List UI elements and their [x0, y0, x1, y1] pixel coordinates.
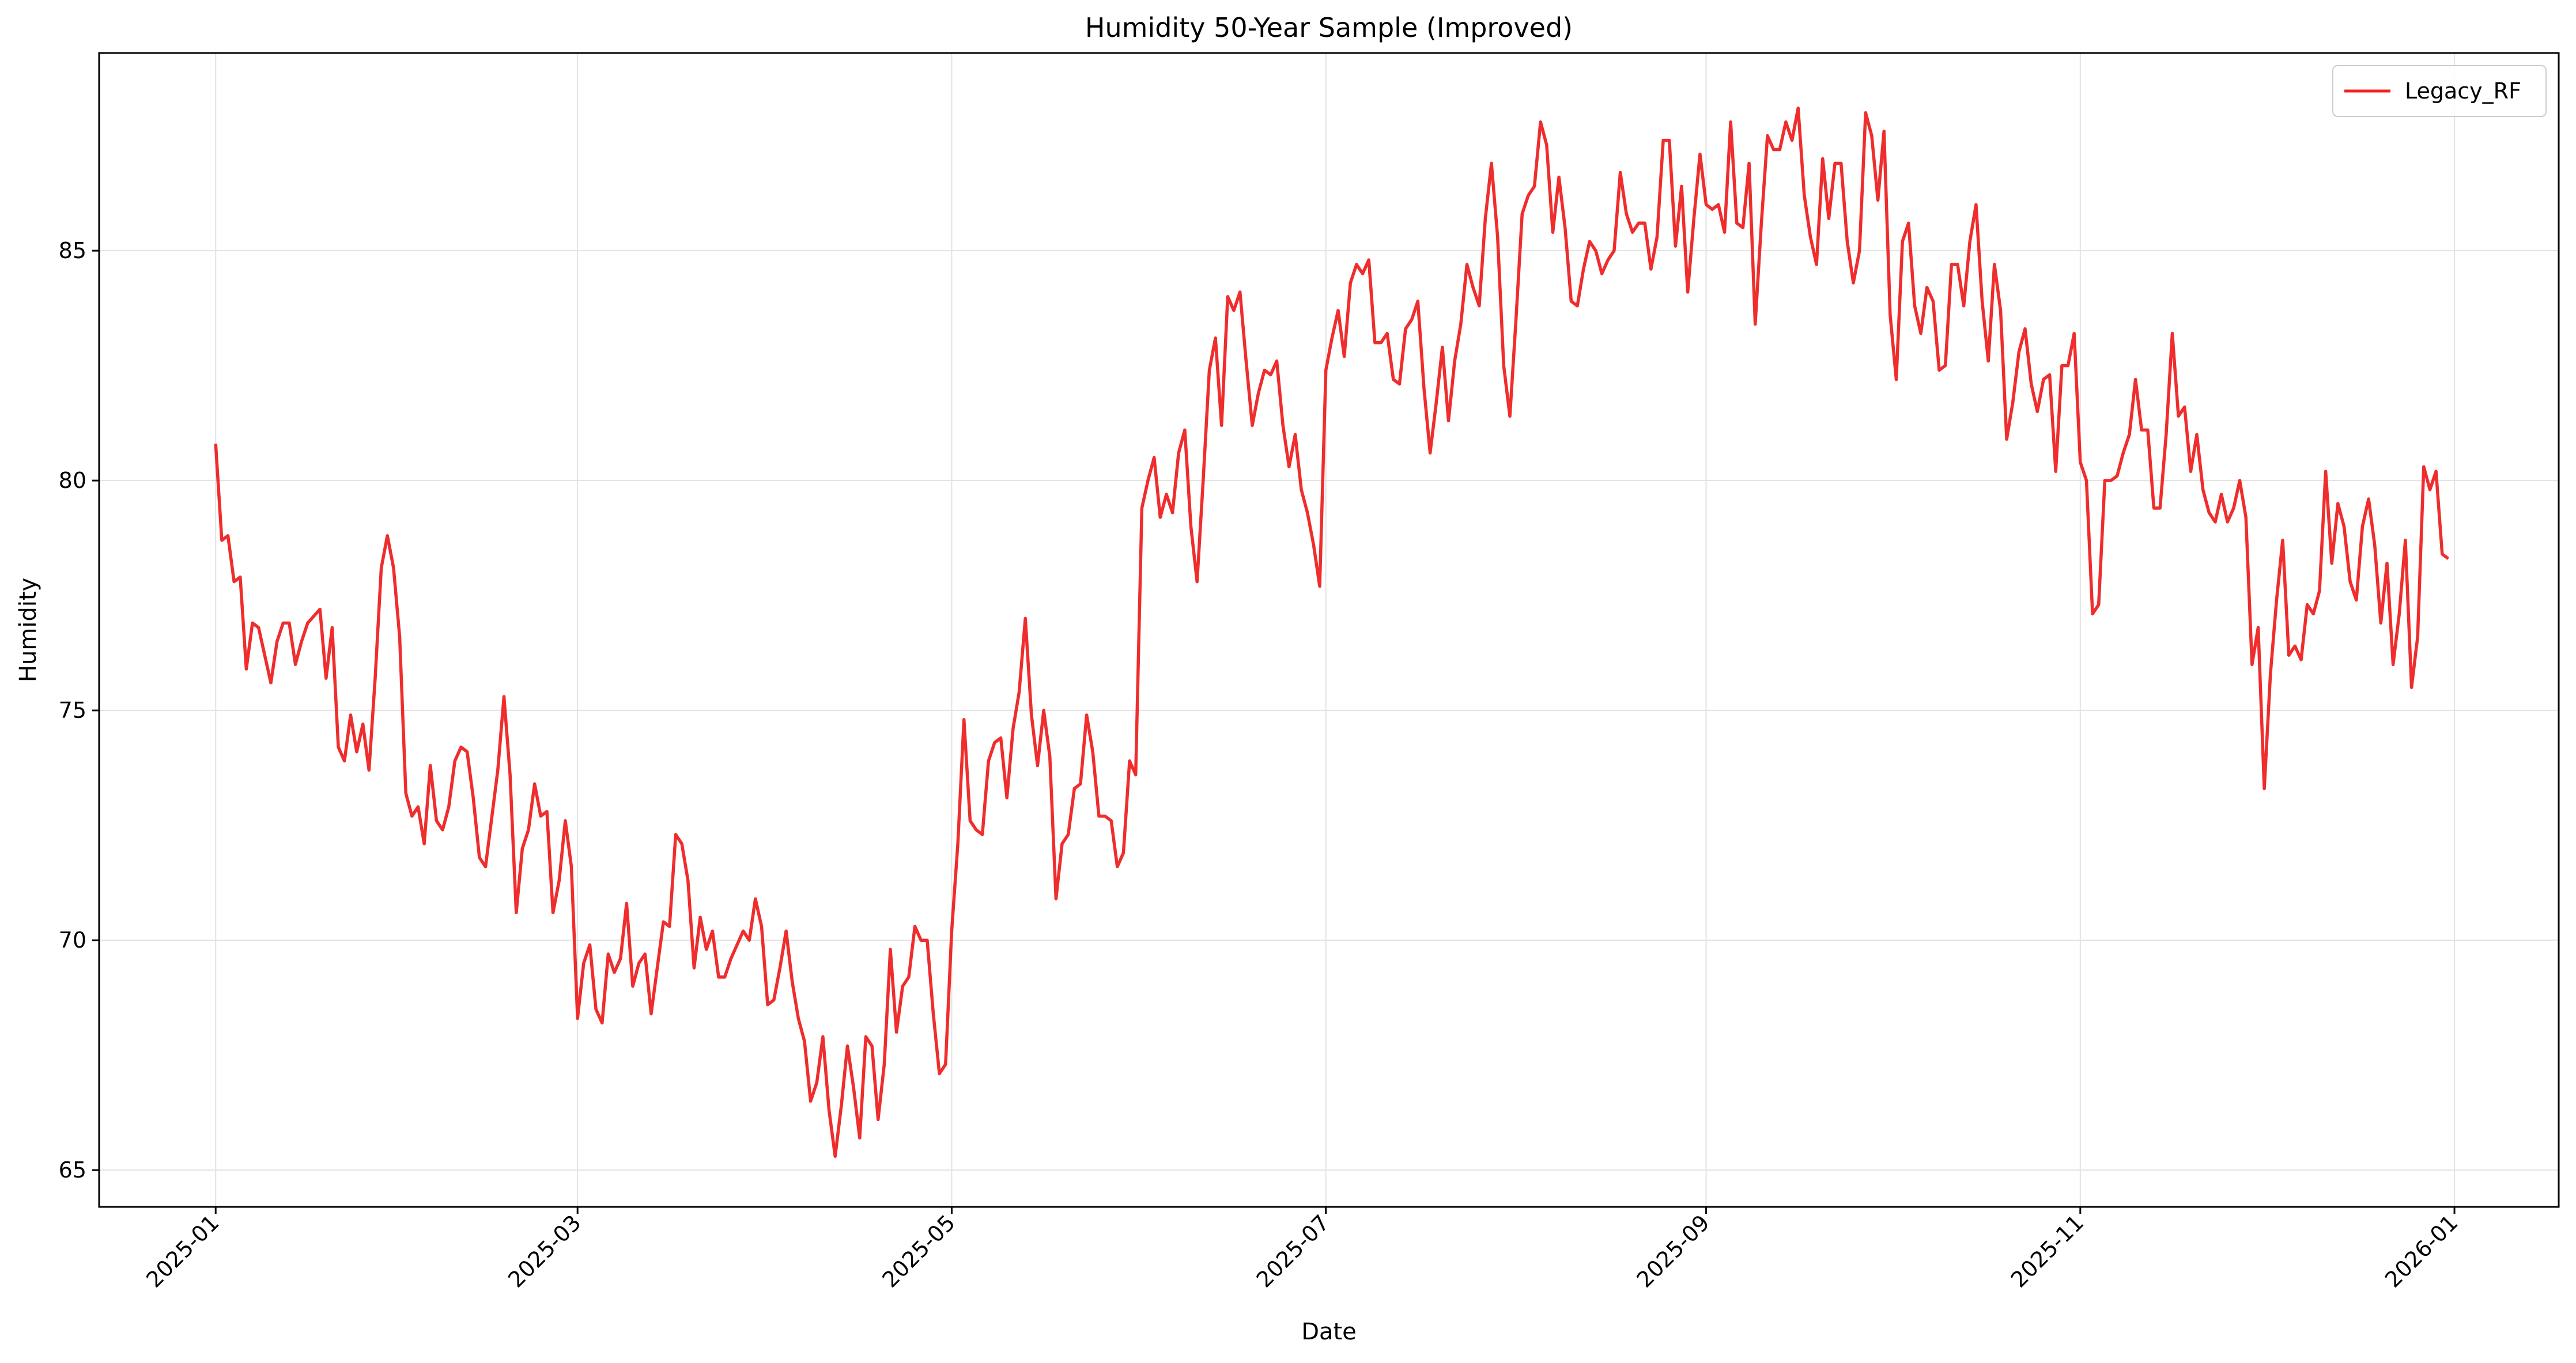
plot-frame — [98, 52, 2560, 1208]
legend-label-legacy-rf: Legacy_RF — [2405, 78, 2521, 104]
legend-box — [2332, 65, 2547, 117]
chart-title: Humidity 50-Year Sample (Improved) — [1085, 12, 1573, 43]
y-tick-label: 70 — [59, 927, 86, 953]
y-tick-label: 65 — [59, 1157, 86, 1183]
y-tick-label: 80 — [59, 468, 86, 493]
legend: Legacy_RF — [2332, 65, 2547, 117]
grid — [99, 53, 2559, 1207]
y-axis-title: Humidity — [15, 578, 41, 682]
y-tick-label: 85 — [59, 238, 86, 263]
x-axis-title: Date — [1301, 1319, 1357, 1345]
y-tick-label: 75 — [59, 698, 86, 723]
series-line-legacy-rf — [214, 107, 2450, 1158]
series-layer — [214, 107, 2450, 1158]
y-axis: 65 70 75 80 85 — [59, 238, 99, 1183]
